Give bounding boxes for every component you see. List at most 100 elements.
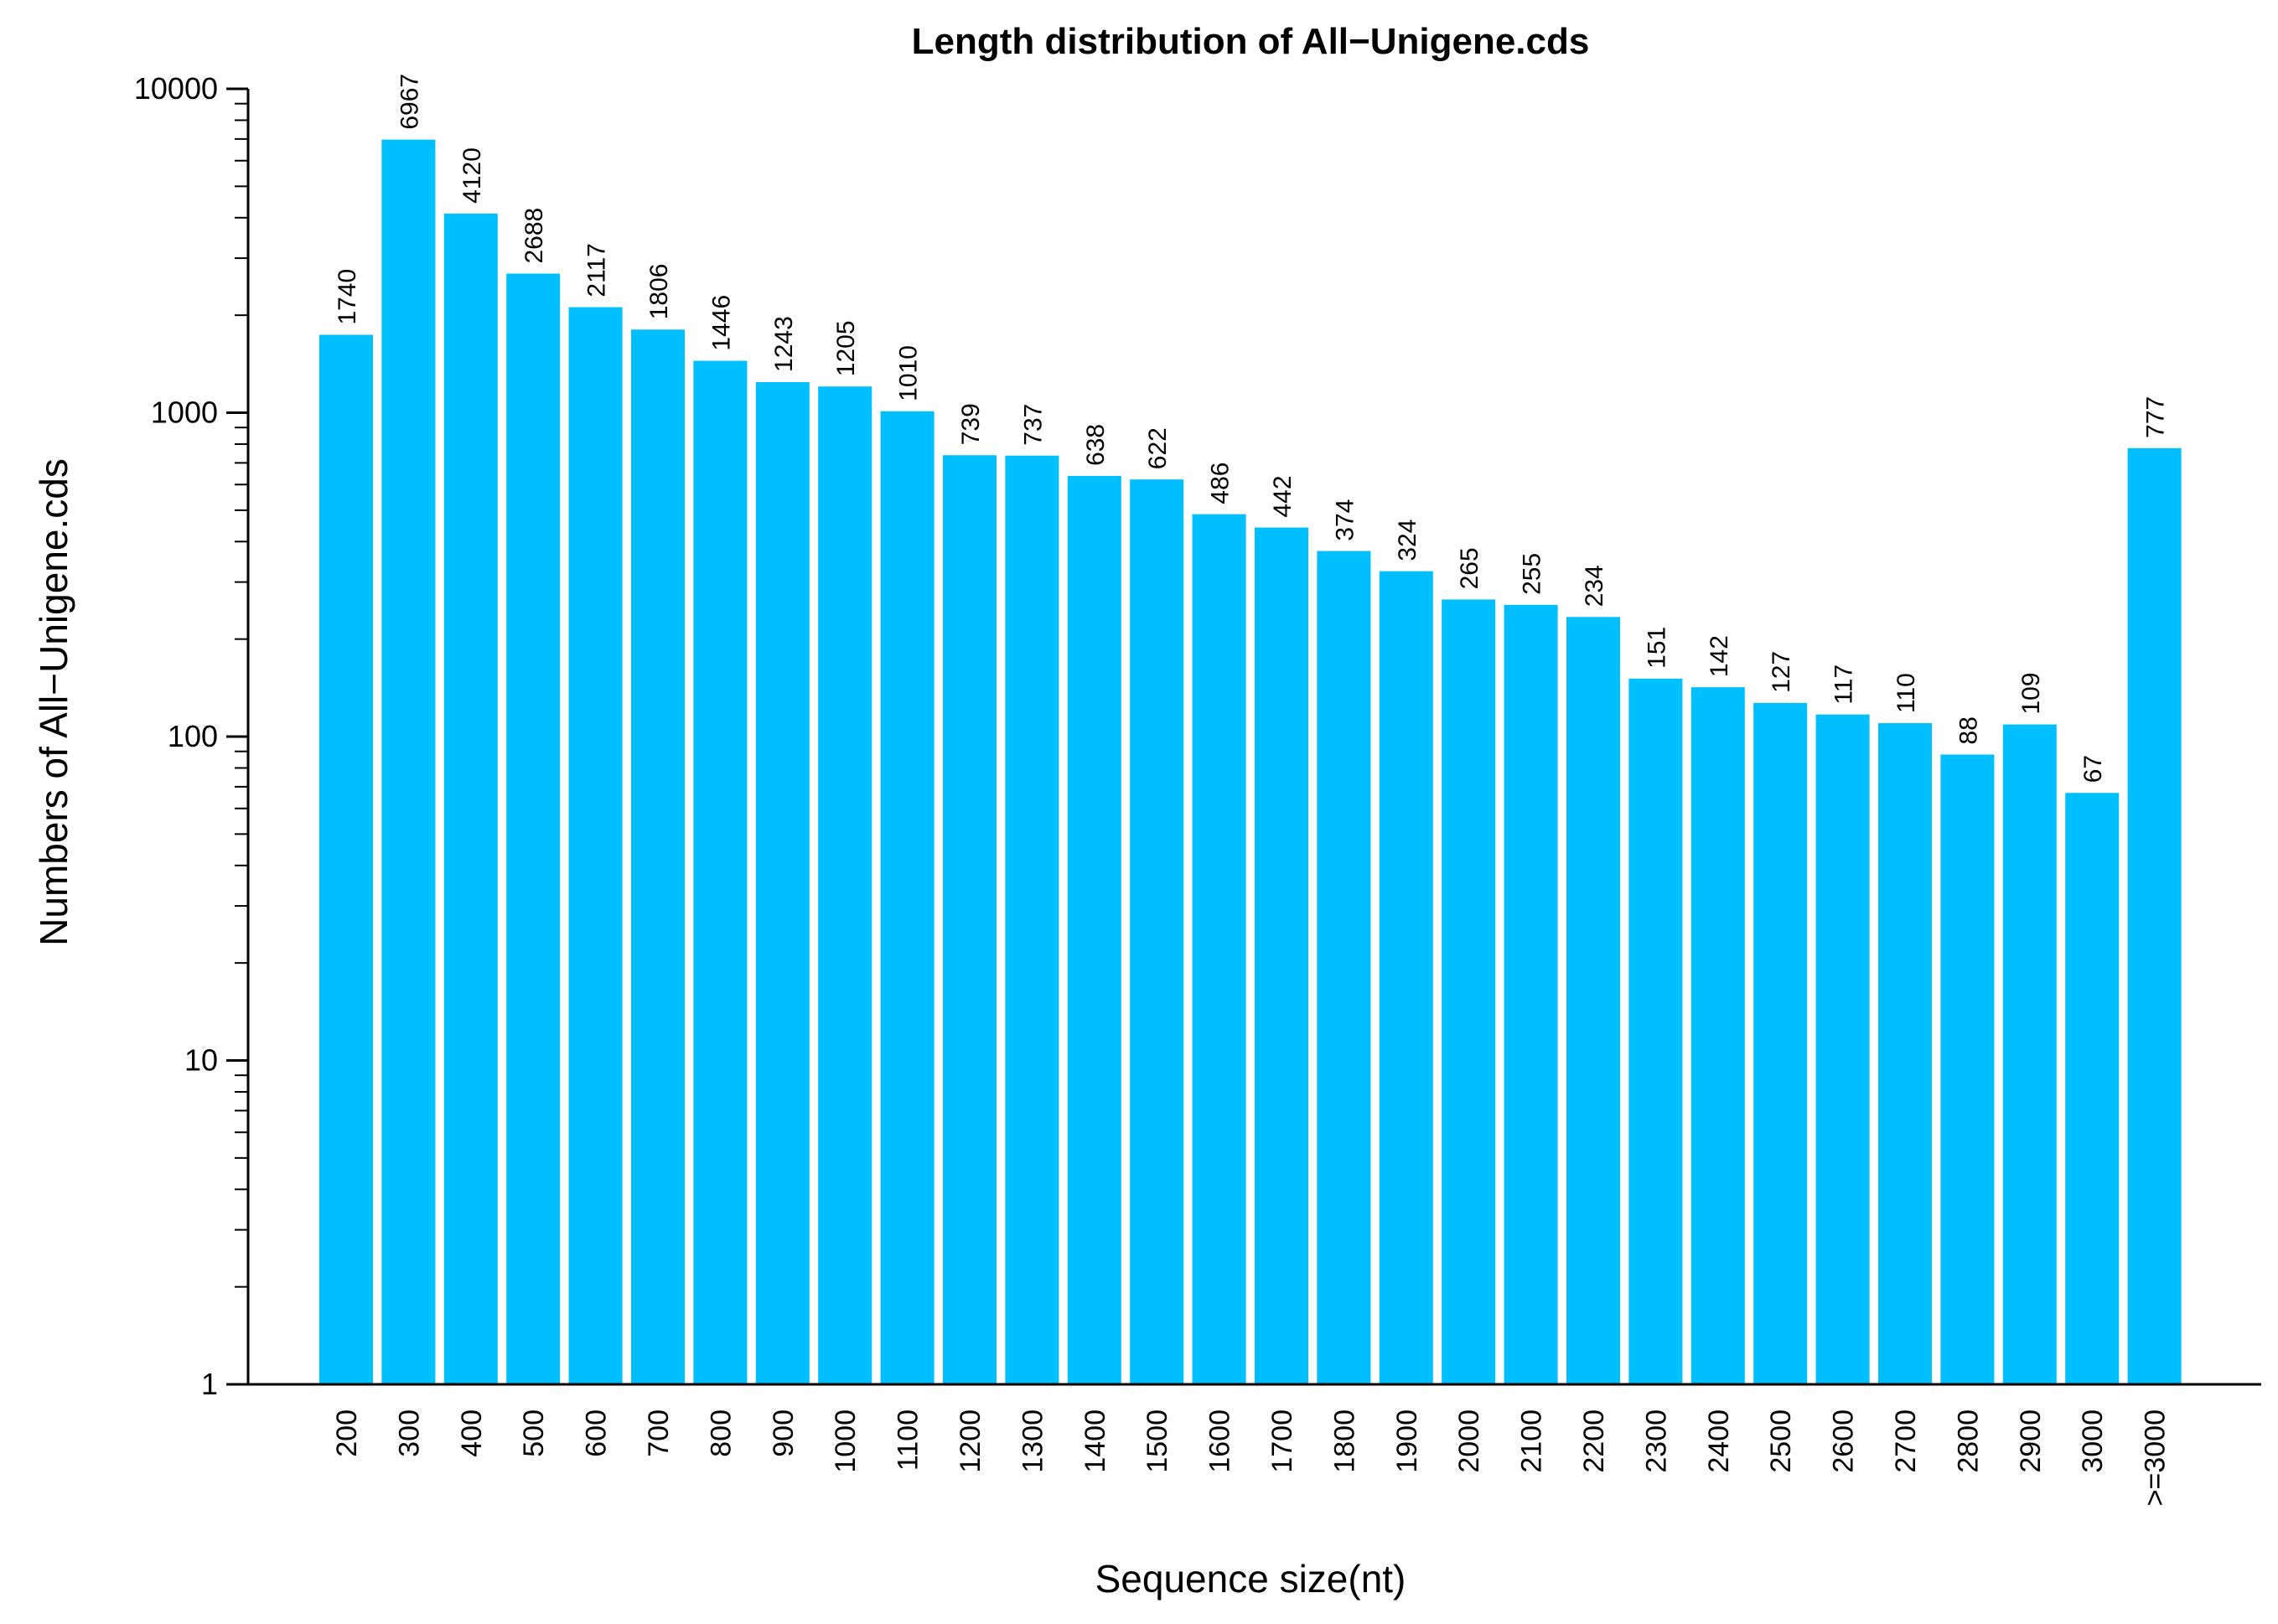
bar <box>818 386 872 1385</box>
bar <box>1379 571 1433 1384</box>
bar <box>1753 702 1808 1384</box>
bar <box>2127 447 2182 1384</box>
data-label: 151 <box>1643 627 1670 669</box>
bar <box>381 139 436 1384</box>
bar <box>2065 793 2120 1384</box>
data-label: 142 <box>1706 635 1733 677</box>
data-label: 265 <box>1456 547 1483 589</box>
y-tick-label: 100 <box>168 719 218 753</box>
bar <box>631 329 685 1385</box>
x-tick-label: 2300 <box>1640 1409 1672 1473</box>
data-label: 67 <box>2079 755 2107 783</box>
bar <box>1940 754 1995 1384</box>
bar <box>1566 617 1620 1384</box>
data-label: 2117 <box>583 243 611 297</box>
y-ticks: 1 10 100 1000 10000 <box>134 71 248 1401</box>
bar <box>1628 678 1683 1384</box>
data-label: 2688 <box>520 208 548 264</box>
x-axis-label: Sequence size(nt) <box>1095 1557 1406 1601</box>
data-label: 777 <box>2142 396 2170 438</box>
x-tick-label: 400 <box>456 1409 488 1457</box>
y-axis-label: Numbers of All−Unigene.cds <box>32 458 75 946</box>
x-tick-label: 600 <box>581 1409 613 1457</box>
data-label: 1010 <box>895 345 923 401</box>
y-tick-label: 10000 <box>134 71 218 106</box>
x-tick-label: 1500 <box>1142 1409 1173 1473</box>
bar <box>1815 714 1870 1384</box>
data-labels: 1740 6967 4120 2688 2117 1806 1446 1243 1205 1010… <box>334 74 2170 783</box>
bar <box>506 273 561 1384</box>
bar <box>319 334 373 1384</box>
bar <box>943 455 997 1384</box>
bar <box>1130 479 1184 1385</box>
data-label: 739 <box>957 403 985 445</box>
bar <box>1317 551 1371 1384</box>
data-label: 4120 <box>458 147 486 204</box>
bar <box>1005 455 1059 1384</box>
x-tick-label: 2400 <box>1703 1409 1735 1473</box>
data-label: 110 <box>1892 673 1920 713</box>
bar <box>1067 475 1121 1385</box>
x-tick-label: 800 <box>705 1409 737 1457</box>
bar <box>1192 514 1246 1384</box>
x-tick-label: 2000 <box>1453 1409 1485 1473</box>
y-tick-label: 1000 <box>151 396 218 430</box>
data-label: 88 <box>1954 716 1982 744</box>
data-label: 1205 <box>832 320 860 376</box>
x-tick-label: 200 <box>331 1409 363 1457</box>
bars <box>319 139 2182 1385</box>
data-label: 6967 <box>396 74 423 130</box>
y-tick-label: 10 <box>184 1043 218 1078</box>
x-tick-label: 900 <box>768 1409 800 1457</box>
bar <box>1442 599 1496 1384</box>
x-tick-label: 1800 <box>1328 1409 1360 1473</box>
bar <box>568 307 623 1384</box>
x-tick-label: 1700 <box>1266 1409 1298 1473</box>
x-tick-label: >=3000 <box>2140 1409 2172 1506</box>
bar <box>443 213 498 1384</box>
data-label: 255 <box>1519 553 1546 595</box>
data-label: 622 <box>1144 427 1172 469</box>
data-label: 442 <box>1269 475 1297 517</box>
bar <box>1255 527 1308 1384</box>
data-label: 1806 <box>645 264 673 320</box>
y-tick-label: 1 <box>201 1367 218 1401</box>
data-label: 127 <box>1768 651 1795 693</box>
x-tick-label: 1400 <box>1079 1409 1111 1473</box>
x-tick-label: 2600 <box>1828 1409 1860 1473</box>
x-tick-label: 3000 <box>2077 1409 2109 1473</box>
bar <box>755 381 810 1384</box>
bar <box>1504 604 1558 1384</box>
x-ticks: 200 300 400 500 600 700 800 900 1000 1100 1200 1300… <box>331 1409 2172 1506</box>
x-tick-label: 1100 <box>893 1409 924 1471</box>
x-tick-label: 1900 <box>1391 1409 1423 1473</box>
chart-title: Length distribution of All−Unigene.cds <box>912 21 1590 62</box>
x-tick-label: 2900 <box>2015 1409 2047 1473</box>
data-label: 374 <box>1331 499 1359 541</box>
x-tick-label: 300 <box>393 1409 425 1457</box>
x-tick-label: 2500 <box>1765 1409 1797 1473</box>
data-label: 1446 <box>707 295 735 351</box>
x-tick-label: 2700 <box>1890 1409 1922 1473</box>
x-tick-label: 2200 <box>1578 1409 1610 1473</box>
x-tick-label: 500 <box>518 1409 550 1457</box>
x-tick-label: 1600 <box>1204 1409 1236 1473</box>
data-label: 109 <box>2017 672 2045 714</box>
data-label: 1243 <box>770 316 798 372</box>
data-label: 638 <box>1082 424 1110 466</box>
bar <box>2002 724 2057 1384</box>
x-tick-label: 2100 <box>1516 1409 1548 1473</box>
data-label: 1740 <box>334 269 361 325</box>
x-tick-label: 1000 <box>830 1409 862 1473</box>
data-label: 486 <box>1207 463 1235 504</box>
data-label: 117 <box>1830 665 1858 705</box>
data-label: 737 <box>1019 404 1047 446</box>
bar <box>880 411 934 1384</box>
bar <box>693 360 748 1384</box>
x-tick-label: 2800 <box>1952 1409 1984 1473</box>
data-label: 324 <box>1394 520 1421 561</box>
bar <box>1878 723 1932 1384</box>
bar <box>1690 687 1745 1384</box>
